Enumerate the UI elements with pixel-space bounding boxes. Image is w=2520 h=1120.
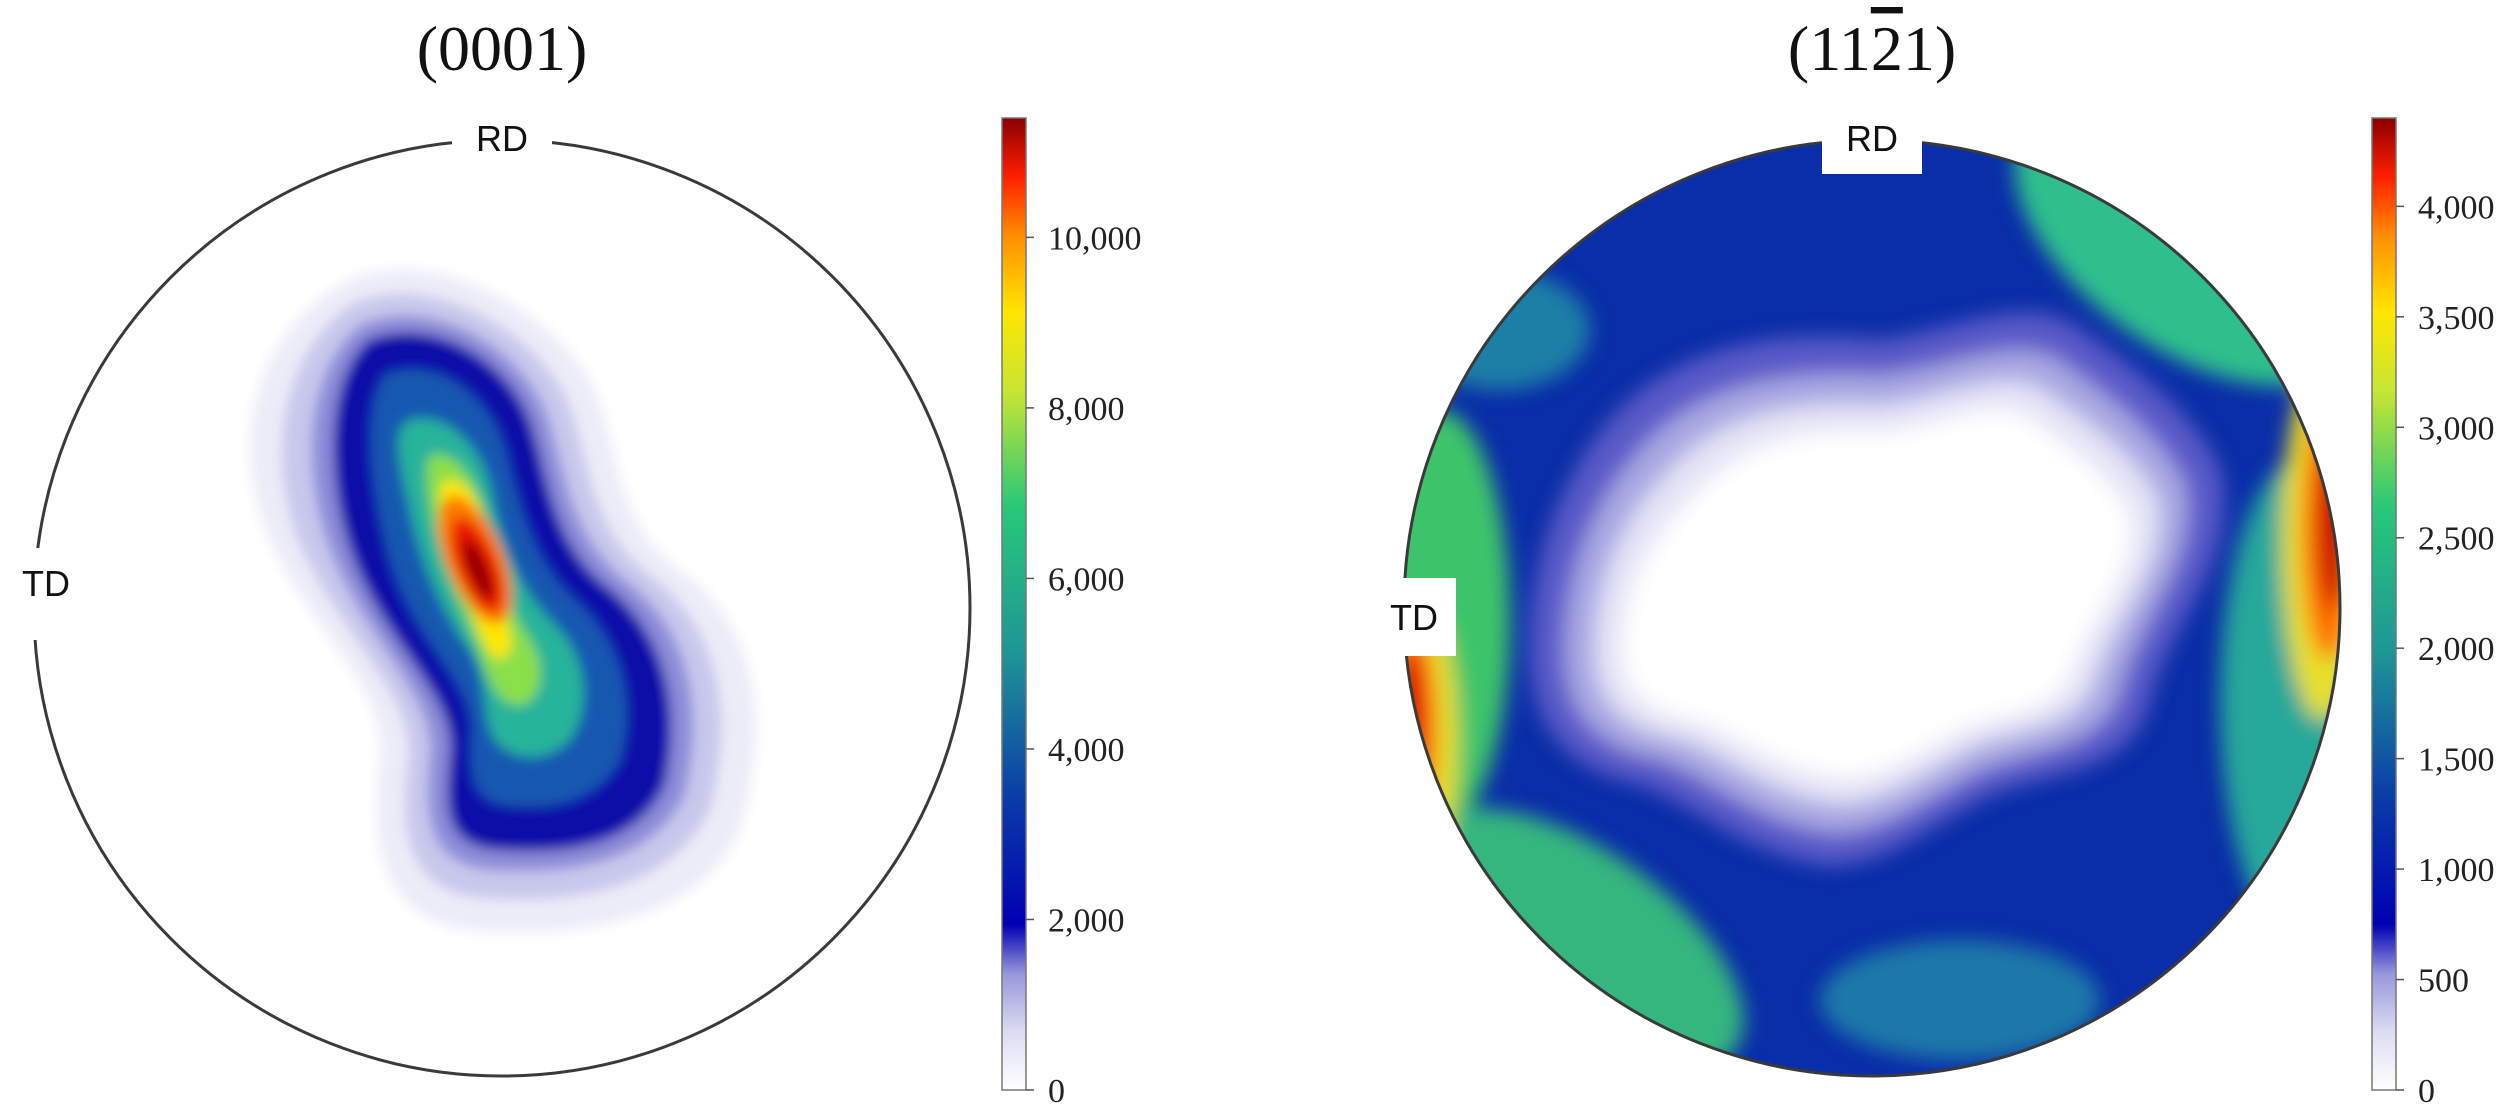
colorbar-tick-label: 6,000 — [1048, 561, 1125, 598]
rd-label-right: RD — [1846, 118, 1898, 159]
colorbar-tick-label: 1,500 — [2418, 742, 2495, 779]
colorbar-11-21: 0 500 1,000 1,500 2,000 2,500 3,000 3,500 4,000 — [2371, 117, 2495, 1110]
colorbar-tick-label: 4,000 — [2418, 189, 2495, 226]
td-label: TD — [22, 563, 70, 604]
rim-green-bottom-left — [1416, 808, 1744, 1072]
rim-teal-top-left — [1410, 270, 1590, 390]
td-label-bg — [16, 548, 88, 640]
colorbar-tick-label: 8,000 — [1048, 391, 1125, 428]
rim-green-right — [2220, 460, 2340, 940]
intensity-level-10 — [462, 540, 494, 600]
hole-center — [1622, 409, 2132, 779]
colorbar-0001-scale — [1001, 117, 1027, 1091]
pole-figure-11-21: (1121) — [1372, 13, 2495, 1110]
colorbar-tick-label: 3,500 — [2418, 300, 2495, 337]
hotspot-right-red — [2318, 430, 2340, 610]
rd-label-bg-right — [1822, 112, 1922, 174]
td-label-right: TD — [1390, 597, 1438, 638]
colorbar-tick-label: 0 — [1048, 1073, 1065, 1110]
colorbar-tick-label: 0 — [2418, 1073, 2435, 1110]
colorbar-tick-label: 3,000 — [2418, 410, 2495, 447]
colorbar-11-21-scale — [2371, 117, 2397, 1091]
rd-label-bg — [452, 112, 552, 164]
colorbar-tick-label: 10,000 — [1048, 220, 1142, 257]
colorbar-tick-label: 1,000 — [2418, 852, 2495, 889]
pole-figure-title-0001: (0001) — [417, 13, 588, 84]
colorbar-0001: 0 2,000 4,000 6,000 8,000 10,000 — [1001, 117, 1142, 1110]
rim-teal-bottom — [1820, 940, 2100, 1060]
intensity-map-11-21 — [1404, 140, 2340, 1076]
td-label-bg-right — [1372, 578, 1456, 656]
colorbar-tick-label: 4,000 — [1048, 732, 1125, 769]
intensity-map-0001 — [250, 269, 756, 933]
pole-figure-0001: (0001) RD TD 0 2,000 4,000 6,000 8,000 10,000 — [16, 13, 1142, 1110]
colorbar-tick-label: 2,500 — [2418, 521, 2495, 558]
pole-figure-title-11-21: (1121) — [1788, 13, 1956, 84]
colorbar-0001-ticks: 0 2,000 4,000 6,000 8,000 10,000 — [1026, 220, 1142, 1110]
colorbar-tick-label: 500 — [2418, 963, 2469, 1000]
colorbar-tick-label: 2,000 — [2418, 631, 2495, 668]
colorbar-11-21-ticks: 0 500 1,000 1,500 2,000 2,500 3,000 3,500 4,000 — [2396, 189, 2495, 1110]
colorbar-tick-label: 2,000 — [1048, 902, 1125, 939]
overbar-digit: 2 — [1871, 13, 1903, 84]
rd-label: RD — [476, 118, 528, 159]
